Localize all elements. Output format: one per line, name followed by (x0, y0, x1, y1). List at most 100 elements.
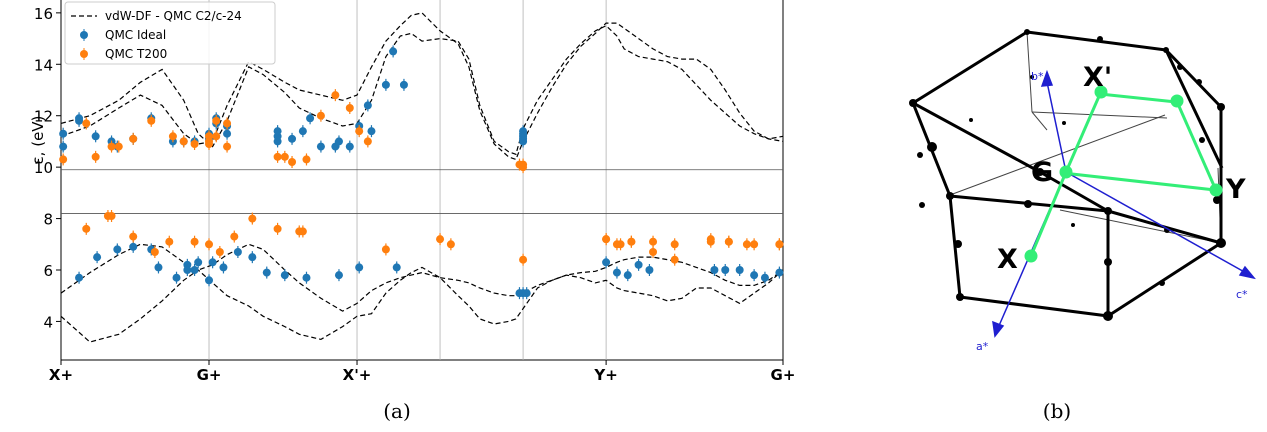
qmc-ideal-point (735, 266, 744, 274)
qmc-t200-point (273, 152, 282, 161)
bz-right-edge (1107, 241, 1222, 318)
qmc-ideal-point (280, 271, 289, 280)
bz-vertex-dot (1217, 103, 1225, 111)
bz-vertex-dot (1024, 29, 1030, 35)
qmc-ideal-point (363, 101, 372, 110)
bz-vertex-dot (1216, 238, 1226, 248)
bz-vertex-dot (1103, 311, 1113, 321)
qmc-ideal-point (316, 142, 325, 151)
qmc-t200-point (750, 240, 759, 249)
a-axis-label: a* (976, 340, 989, 353)
b-axis-arrow (1040, 69, 1054, 87)
qmc-t200-point (519, 163, 528, 172)
qmc-points (59, 45, 784, 300)
qmc-ideal-point (273, 127, 282, 136)
qmc-t200-point (280, 152, 289, 161)
b-axis-label: b* (1031, 70, 1044, 83)
qmc-t200-point (602, 235, 611, 244)
qmc-t200-point (223, 142, 232, 151)
y-tick-label: 12 (34, 108, 53, 126)
qmc-ideal-point (129, 242, 138, 251)
x-tick-label: X+ (49, 366, 73, 384)
qmc-t200-point (363, 137, 372, 146)
bz-vertex-dot (1104, 258, 1112, 266)
panel-a-caption: (a) (383, 399, 411, 423)
hidden-edge (949, 114, 1166, 196)
bz-vertex-dot (1071, 223, 1075, 227)
hidden-edge (1059, 209, 1222, 244)
bz-vertex-dot (1196, 79, 1202, 85)
y-tick-label: 10 (34, 159, 53, 177)
brillouin-zone-panel: b* a* c* X' G Y X (b) (909, 29, 1256, 423)
qmc-t200-point (649, 237, 658, 246)
bz-vertex-dot (1163, 47, 1169, 53)
qmc-t200-point (627, 237, 636, 246)
qmc-ideal-point (399, 80, 408, 89)
dft-band-line (60, 243, 784, 312)
qmc-ideal-point (355, 263, 364, 272)
y-tick-label: 8 (43, 211, 53, 229)
bz-vertex-dot (1024, 200, 1032, 208)
qmc-ideal-point (519, 132, 528, 141)
qmc-ideal-point (93, 253, 102, 262)
qmc-t200-point (190, 140, 199, 148)
qmc-t200-point (775, 240, 784, 249)
qmc-t200-point (150, 248, 159, 256)
qmc-ideal-point (612, 268, 621, 277)
bz-vertex-dot (1213, 196, 1221, 204)
gap-lines (61, 169, 783, 214)
bz-vertex-dot (1036, 168, 1044, 176)
qmc-t200-point (205, 240, 214, 249)
qmc-t200-point (248, 214, 257, 223)
qmc-ideal-point (223, 129, 232, 138)
qmc-ideal-point (113, 245, 122, 254)
bz-vertices (909, 29, 1226, 321)
x-tick-label: Y+ (593, 366, 617, 384)
qmc-t200-point (190, 237, 199, 246)
label-xp: X' (1083, 62, 1112, 93)
y-tick-label: 4 (43, 313, 53, 331)
legend-entry: vdW-DF - QMC C2/c-24 (105, 9, 242, 23)
qmc-t200-point (205, 137, 214, 146)
qmc-t200-point (436, 235, 445, 244)
qmc-t200-point (724, 237, 733, 246)
x-tick-label: G+ (197, 366, 222, 384)
qmc-ideal-point (334, 271, 343, 280)
qmc-t200-point (649, 248, 658, 256)
qmc-ideal-point (345, 142, 354, 151)
legend-entry: QMC Ideal (105, 28, 166, 42)
bz-vertex-dot (956, 293, 964, 301)
dft-band-line (60, 12, 784, 161)
qmc-ideal-point (172, 273, 181, 282)
x-tick-label: X'+ (343, 366, 372, 384)
qmc-t200-point (59, 155, 68, 164)
qmc-t200-point (168, 132, 177, 141)
qmc-t200-point (446, 240, 455, 249)
hidden-edge (1031, 111, 1168, 119)
bz-vertex-dot (1199, 137, 1205, 143)
bz-vertex-dot (1104, 207, 1112, 215)
c-axis-line (1065, 171, 1249, 275)
qmc-t200-point (215, 248, 224, 256)
qmc-t200-point (670, 240, 679, 249)
qmc-ideal-point (389, 47, 398, 56)
path-g-xp (1064, 93, 1102, 173)
bz-vertex-dot (1062, 121, 1066, 125)
bz-right-top-edge (1164, 49, 1224, 169)
qmc-ideal-point (775, 268, 784, 277)
bz-vertex-dot (919, 202, 925, 208)
a-axis-arrow (992, 320, 1005, 338)
qmc-ideal-point (288, 134, 297, 143)
qmc-ideal-point (750, 271, 759, 280)
hidden-edge (1026, 31, 1033, 113)
qmc-t200-point (212, 116, 221, 125)
legend: vdW-DF - QMC C2/c-24 QMC Ideal QMC T200 (64, 1, 276, 65)
legend-box (64, 1, 276, 65)
qmc-ideal-point (522, 289, 531, 298)
qmc-t200-point (381, 245, 390, 254)
qmc-ideal-point (219, 263, 228, 272)
qmc-t200-point (345, 104, 354, 112)
qmc-t200-point (114, 142, 123, 151)
qmc-ideal-point (381, 80, 390, 89)
qmc-ideal-point (262, 268, 271, 277)
